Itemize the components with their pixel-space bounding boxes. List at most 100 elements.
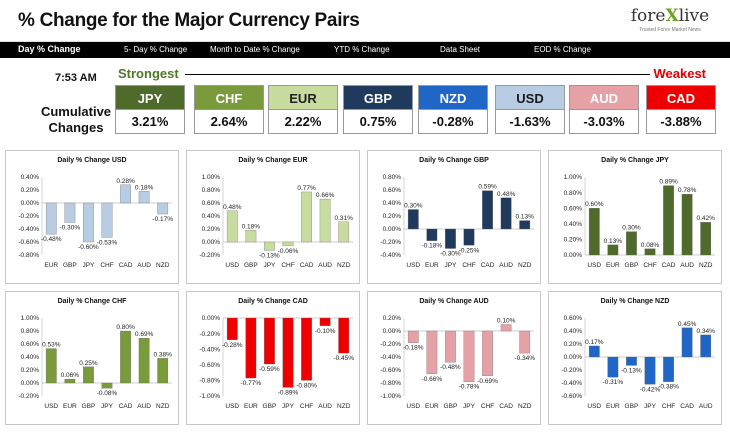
data-label-gbp: -0.30% (60, 225, 81, 232)
chart-panel-eur: Daily % Change EUR 1.00% 0.80% 0.60% 0.40% 0.… (186, 150, 360, 284)
bar-nzd (700, 222, 712, 256)
data-label-cad: 0.89% (659, 179, 678, 186)
data-label-eur: -0.66% (422, 376, 443, 383)
x-tick-label: AUD (137, 403, 151, 410)
y-tick-label: 1.00% (21, 315, 40, 322)
currency-box-usd: USD -1.63% (495, 85, 565, 134)
y-tick-label: 0.20% (21, 367, 40, 374)
y-tick-label: -0.40% (561, 380, 582, 387)
data-label-chf: -0.25% (459, 247, 480, 254)
bar-cad (120, 184, 131, 204)
bar-eur (426, 330, 438, 375)
currency-name: CAD (646, 85, 716, 110)
x-tick-label: CHF (643, 262, 656, 269)
bar-usd (45, 348, 57, 384)
y-tick-label: 0.60% (564, 315, 583, 322)
data-label-aud: 0.18% (135, 184, 154, 191)
data-label-aud: 0.69% (135, 331, 154, 338)
bar-cad (120, 330, 131, 384)
x-tick-label: CAD (680, 403, 694, 410)
data-label-cad: 0.28% (116, 178, 135, 185)
bar-jpy (264, 241, 275, 251)
bar-usd (226, 210, 238, 243)
x-tick-label: CHF (662, 403, 675, 410)
x-tick-label: GBP (444, 403, 458, 410)
bar-jpy (644, 356, 656, 385)
data-label-aud: 0.66% (316, 192, 335, 199)
y-tick-label: 0.20% (21, 187, 40, 194)
data-label-chf: 0.08% (641, 242, 660, 249)
x-tick-label: NZD (156, 262, 170, 269)
bar-nzd (519, 330, 531, 354)
data-label-nzd: -0.45% (333, 355, 354, 362)
y-tick-label: -0.60% (561, 393, 582, 400)
x-tick-label: AUD (318, 403, 332, 410)
chf-bar-chart: 1.00% 0.80% 0.60% 0.40% 0.20% 0.00% -0.20% 0.53… (18, 315, 172, 410)
y-tick-label: -0.80% (18, 252, 39, 259)
currency-name: AUD (569, 85, 639, 110)
data-label-jpy: -0.42% (640, 386, 661, 393)
bar-usd (588, 345, 600, 358)
y-tick-label: 0.00% (202, 239, 221, 246)
y-tick-label: -0.20% (561, 367, 582, 374)
bar-nzd (519, 220, 531, 230)
bar-eur (245, 317, 257, 379)
tab-ytd-change[interactable]: YTD % Change (334, 45, 390, 54)
x-tick-label: USD (225, 403, 239, 410)
bar-chf (301, 317, 312, 381)
bar-cad (482, 190, 493, 230)
bar-usd (588, 208, 600, 256)
x-tick-label: AUD (318, 262, 332, 269)
bar-aud (681, 194, 693, 256)
bar-cad (301, 191, 312, 243)
data-label-nzd: 0.13% (515, 214, 534, 221)
y-tick-label: 1.00% (564, 174, 583, 181)
y-tick-label: 0.80% (564, 190, 583, 197)
y-tick-label: 1.00% (202, 174, 221, 181)
bar-usd (407, 330, 419, 343)
currency-box-eur: EUR 2.22% (268, 85, 338, 134)
data-label-eur: 0.06% (61, 372, 80, 379)
data-label-usd: 0.30% (404, 203, 423, 210)
data-label-cad: 0.59% (478, 184, 497, 191)
currency-box-aud: AUD -3.03% (569, 85, 639, 134)
y-tick-label: 0.00% (383, 328, 402, 335)
tab-data-sheet[interactable]: Data Sheet (440, 45, 481, 54)
bar-chf (463, 228, 475, 246)
x-tick-label: USD (44, 403, 58, 410)
data-label-cad: 0.80% (116, 324, 135, 331)
x-tick-label: EUR (425, 262, 439, 269)
bar-chf (644, 248, 656, 256)
x-tick-label: CHF (462, 262, 475, 269)
bar-chf (101, 202, 113, 238)
tab-day-change[interactable]: Day % Change (18, 44, 81, 54)
tab-5-day-change[interactable]: 5- Day % Change (124, 45, 188, 54)
forexlive-logo[interactable]: foreXlive Trusted Forex Market News (624, 6, 716, 38)
strongest-label: Strongest (118, 66, 179, 81)
tab-month-to-date-change[interactable]: Month to Date % Change (210, 45, 300, 54)
x-tick-label: NZD (518, 403, 532, 410)
nzd-bar-chart: 0.60% 0.40% 0.20% 0.00% -0.20% -0.40% -0.60% 0.… (561, 315, 715, 410)
currency-change-value: 0.75% (343, 110, 413, 134)
y-tick-label: 0.00% (564, 354, 583, 361)
bar-jpy (282, 317, 294, 388)
data-label-nzd: 0.31% (334, 215, 353, 222)
data-label-gbp: -0.13% (621, 367, 642, 374)
data-label-jpy: -0.89% (278, 389, 299, 396)
y-tick-label: 0.40% (383, 200, 402, 207)
y-tick-label: 0.80% (21, 328, 40, 335)
data-label-eur: 0.13% (604, 238, 623, 245)
data-label-cad: 0.45% (678, 321, 697, 328)
y-tick-label: -0.20% (380, 239, 401, 246)
x-tick-label: JPY (82, 262, 95, 269)
currency-change-value: -3.88% (646, 110, 716, 134)
tab-eod-change[interactable]: EOD % Change (534, 45, 591, 54)
y-tick-label: -0.80% (380, 380, 401, 387)
bar-chf (282, 241, 294, 247)
x-tick-label: CHF (481, 403, 494, 410)
x-tick-label: GBP (625, 403, 639, 410)
chart-title: Daily % Change CHF (57, 298, 127, 305)
bar-aud (138, 191, 150, 204)
chart-title: Daily % Change JPY (601, 157, 669, 164)
